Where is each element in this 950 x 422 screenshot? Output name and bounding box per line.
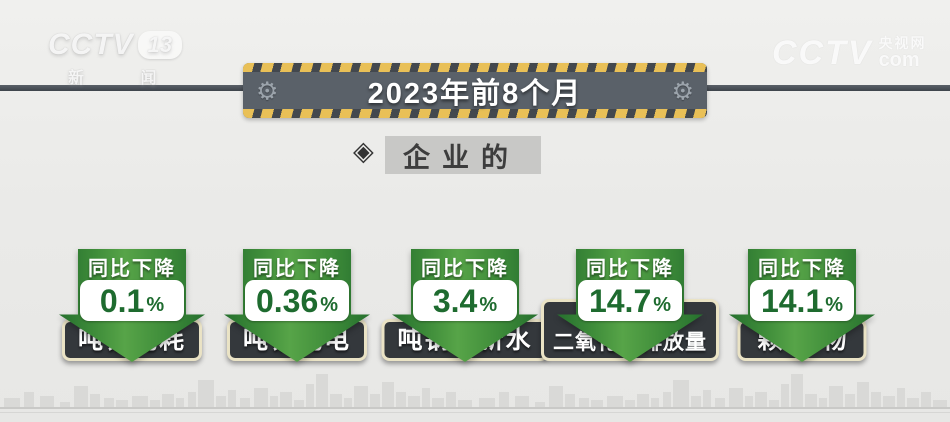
metric-column-water: 吨钢耗新水 同比下降 3.4 % — [381, 249, 549, 362]
down-arrow: 同比下降 14.7 % — [557, 249, 703, 362]
change-label: 同比下降 — [758, 258, 846, 280]
change-label: 同比下降 — [586, 258, 674, 280]
site-domain: com — [878, 49, 920, 72]
unit: % — [146, 293, 165, 316]
down-arrow: 同比下降 0.36 % — [224, 249, 370, 362]
value: 0.36 — [255, 282, 319, 319]
value-badge: 3.4 % — [413, 280, 517, 321]
hazard-stripe-top — [243, 63, 707, 72]
cctv-logo: CCTV — [772, 34, 873, 72]
metric-column-electricity: 吨钢耗电 同比下降 0.36 % — [224, 249, 370, 362]
change-label: 同比下降 — [421, 258, 509, 280]
hazard-stripe-bottom — [243, 109, 707, 118]
value: 14.1 — [760, 282, 824, 319]
unit: % — [653, 293, 672, 316]
down-arrow: 同比下降 0.1 % — [59, 249, 205, 362]
cctv-com-watermark: CCTV 央视网 com — [772, 34, 927, 73]
value-badge: 14.7 % — [578, 280, 682, 321]
change-label: 同比下降 — [253, 258, 341, 280]
cctv-logo: CCTV — [48, 28, 134, 61]
title-banner: ⚙ ⚙ 2023年前8个月 — [243, 63, 707, 118]
footer-line — [0, 412, 950, 413]
metric-column-energy: 吨钢能耗 同比下降 0.1 % — [59, 249, 205, 362]
value-badge: 0.1 % — [80, 280, 184, 321]
value: 3.4 — [432, 282, 478, 319]
site-name: 央视网 — [878, 34, 927, 51]
unit: % — [825, 293, 844, 316]
channel-13-badge: 13 — [137, 31, 183, 59]
cctv13-watermark: CCTV 13 新 闻 — [48, 28, 183, 88]
footer-line — [0, 407, 950, 409]
gear-icon: ⚙ — [256, 76, 279, 105]
metric-column-particulates: 颗粒物 同比下降 14.1 % — [729, 249, 875, 362]
metric-column-so2: 吨钢 二氧化硫排放量 同比下降 14.7 % — [541, 249, 719, 362]
value-badge: 0.36 % — [245, 280, 349, 321]
value: 14.7 — [588, 282, 652, 319]
down-arrow: 同比下降 14.1 % — [729, 249, 875, 362]
banner-title: 2023年前8个月 — [367, 77, 583, 110]
change-label: 同比下降 — [88, 258, 176, 280]
value-badge: 14.1 % — [750, 280, 854, 321]
subtitle: 企业的 — [385, 136, 541, 174]
news-caption: 新 闻 — [68, 70, 183, 87]
city-skyline — [4, 374, 947, 408]
unit: % — [320, 293, 339, 316]
unit: % — [479, 293, 498, 316]
value: 0.1 — [99, 282, 145, 319]
gear-icon: ⚙ — [671, 76, 694, 105]
down-arrow: 同比下降 3.4 % — [392, 249, 538, 362]
diamond-icon: ◈ — [353, 136, 374, 167]
